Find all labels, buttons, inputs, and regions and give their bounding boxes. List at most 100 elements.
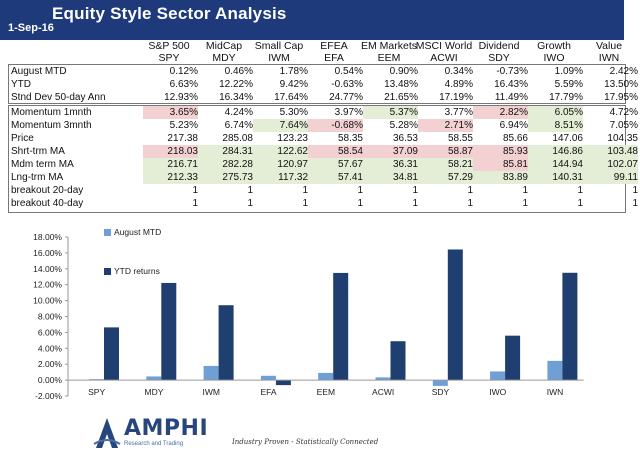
table-cell: 3.65%: [143, 106, 198, 119]
table-cell: 0.54%: [334, 66, 363, 77]
table-cell: 4.72%: [609, 107, 638, 118]
table-cell: 57.41: [308, 171, 363, 184]
column-header-name: Dividend: [478, 40, 520, 52]
table-cell: 6.74%: [224, 120, 253, 131]
table-cell: 4.89%: [444, 79, 473, 90]
column-header: S&P 500 SPY: [138, 40, 200, 64]
table-cell: 144.94: [528, 158, 583, 171]
column-header-ticker: SPY: [158, 52, 180, 64]
table-cell: 85.81: [473, 158, 528, 171]
table-cell: 8.51%: [528, 119, 583, 132]
row-label: Lng-trm MA: [11, 172, 64, 183]
table-cell: 7.64%: [253, 119, 308, 132]
table-cell: 1: [357, 198, 363, 209]
x-tick-label: EEM: [317, 387, 335, 397]
row-label: Mdm term MA: [11, 159, 74, 170]
column-header-name: EFEA: [320, 40, 348, 52]
column-header: EM Markets EEM: [358, 40, 420, 64]
report-title: Equity Style Sector Analysis: [52, 4, 287, 23]
table-cell: 12.93%: [164, 92, 198, 103]
x-tick-label: MDY: [145, 387, 164, 397]
table-cell: 57.67: [308, 158, 363, 171]
column-header-name: S&P 500: [148, 40, 190, 52]
x-tick-label: SPY: [88, 387, 105, 397]
table-cell: 285.08: [222, 133, 253, 144]
table-cell: 17.79%: [549, 92, 583, 103]
column-header-name: Growth: [537, 40, 571, 52]
column-header-name: MidCap: [205, 40, 243, 52]
table-cell: 104.35: [607, 133, 638, 144]
table-cell: 284.31: [198, 145, 253, 158]
table-cell: 5.23%: [169, 120, 198, 131]
column-header: Dividend SDY: [468, 40, 530, 64]
column-header-ticker: IWM: [268, 52, 290, 64]
column-header-ticker: IWO: [543, 52, 565, 64]
bar-ytd: [505, 335, 521, 381]
table-cell: 58.21: [418, 158, 473, 171]
legend-label-mtd: August MTD: [114, 227, 162, 237]
table-row: YTD 6.63% 12.22% 9.42% -0.63% 13.48% 4.89% 16.4…: [9, 78, 638, 91]
table-cell: 1: [522, 198, 528, 209]
table-cell: 13.48%: [384, 79, 418, 90]
table-cell: -0.68%: [308, 119, 363, 132]
bar-ytd: [104, 327, 119, 381]
technicals-table: Momentum 1mnth 3.65% 4.24% 5.30% 3.97% 5.37% 3…: [8, 105, 638, 213]
table-cell: 16.43%: [494, 79, 528, 90]
table-cell: 21.65%: [384, 92, 418, 103]
table-cell: 12.22%: [219, 79, 253, 90]
x-tick-label: SDY: [432, 387, 450, 397]
table-cell: 36.53: [392, 133, 418, 144]
y-tick-label: 0.00%: [38, 375, 63, 385]
table-cell: 103.48: [583, 145, 638, 158]
table-cell: 58.87: [418, 145, 473, 158]
row-label: Momentum 3mnth: [11, 120, 92, 131]
column-header: EFEA EFA: [303, 40, 365, 64]
table-cell: 1: [247, 185, 253, 196]
table-cell: 17.95%: [604, 92, 638, 103]
y-tick-label: 10.00%: [33, 296, 62, 306]
table-cell: 147.06: [552, 133, 583, 144]
table-cell: 36.31: [363, 158, 418, 171]
table-cell: 34.81: [363, 171, 418, 184]
column-header-ticker: EEM: [377, 52, 401, 64]
table-row: Mdm term MA 216.71 282.28 120.97 57.67 36.31 5…: [9, 158, 638, 171]
y-tick-label: 18.00%: [33, 232, 62, 242]
table-cell: 1: [632, 185, 638, 196]
table-cell: 120.97: [253, 158, 308, 171]
table-cell: 83.89: [473, 171, 528, 184]
table-cell: 0.90%: [389, 66, 418, 77]
y-tick-label: 12.00%: [33, 280, 62, 290]
bar-mtd: [375, 377, 391, 381]
y-tick-label: -2.00%: [35, 391, 62, 401]
table-cell: 117.32: [253, 171, 308, 184]
table-cell: 17.64%: [274, 92, 308, 103]
table-cell: -0.63%: [331, 79, 363, 90]
table-cell: 218.03: [143, 145, 198, 158]
table-cell: 4.24%: [224, 107, 253, 118]
table-cell: 1.09%: [554, 66, 583, 77]
x-axis: SPY MDY IWM EFA EEM ACWI SDY IWO IWN: [68, 379, 584, 397]
bar-ytd: [161, 282, 177, 381]
table-cell: 58.35: [337, 133, 363, 144]
table-cell: 216.71: [143, 158, 198, 171]
table-cell: 1: [412, 185, 418, 196]
table-cell: 57.29: [418, 171, 473, 184]
row-label: breakout 40-day: [11, 198, 84, 209]
legend-label-ytd: YTD returns: [114, 266, 160, 276]
table-cell: 1: [357, 185, 363, 196]
legend-swatch-ytd: [104, 268, 111, 275]
y-tick-label: 8.00%: [38, 312, 63, 322]
column-header-ticker: IWN: [598, 52, 620, 64]
table-cell: 1: [302, 185, 308, 196]
column-header-ticker: MDY: [212, 52, 236, 64]
table-cell: 122.62: [253, 145, 308, 158]
table-cell: 2.71%: [418, 119, 473, 132]
table-row: Price 217.38 285.08 123.23 58.35 36.53 58.55 85…: [9, 132, 638, 145]
column-header: Value IWN: [578, 40, 640, 64]
table-cell: 1: [632, 198, 638, 209]
column-header-ticker: ACWI: [430, 52, 458, 64]
table-row: Stnd Dev 50-day Ann 12.93% 16.34% 17.64% 24.…: [9, 91, 638, 104]
y-axis: -2.00% 0.00% 2.00% 4.00% 6.00% 8.00% 10.00% 12.…: [33, 232, 69, 401]
table-cell: 212.33: [143, 171, 198, 184]
column-header-ticker: SDY: [488, 52, 510, 64]
